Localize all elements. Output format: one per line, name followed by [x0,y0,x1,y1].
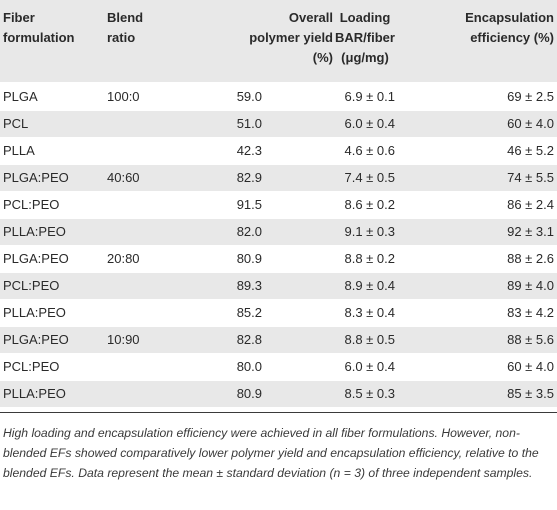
cell-encapsulation-efficiency: 89 ± 4.0 [507,278,554,293]
cell-fiber-formulation: PLGA [3,89,38,104]
header-overall-polymer-yield: Overall polymer yield (%) [249,10,333,65]
cell-polymer-yield: 91.5 [236,197,262,212]
cell-fiber-formulation: PLGA:PEO [3,170,69,185]
table-bottom-rule [0,412,557,413]
cell-fiber-formulation: PLGA:PEO [3,251,69,266]
cell-fiber-formulation: PLLA [3,143,35,158]
cell-encapsulation-efficiency: 83 ± 4.2 [507,305,554,320]
cell-polymer-yield: 51.0 [236,116,262,131]
cell-blend-ratio: 100:0 [107,89,140,104]
cell-encapsulation-efficiency: 92 ± 3.1 [507,224,554,239]
cell-encapsulation-efficiency: 86 ± 2.4 [507,197,554,212]
cell-polymer-yield: 85.2 [236,305,262,320]
cell-polymer-yield: 59.0 [236,89,262,104]
cell-loading: 6.9 ± 0.1 [344,89,395,104]
table-row: PCL 51.0 6.0 ± 0.4 60 ± 4.0 [0,111,557,137]
cell-loading: 8.8 ± 0.2 [344,251,395,266]
cell-loading: 9.1 ± 0.3 [344,224,395,239]
table-row: PLGA:PEO 20:80 80.9 8.8 ± 0.2 88 ± 2.6 [0,246,557,272]
cell-encapsulation-efficiency: 85 ± 3.5 [507,386,554,401]
cell-encapsulation-efficiency: 88 ± 5.6 [507,332,554,347]
table-row: PLGA 100:0 59.0 6.9 ± 0.1 69 ± 2.5 [0,84,557,110]
cell-encapsulation-efficiency: 46 ± 5.2 [507,143,554,158]
cell-polymer-yield: 80.0 [236,359,262,374]
table-row: PLLA:PEO 80.9 8.5 ± 0.3 85 ± 3.5 [0,381,557,407]
cell-polymer-yield: 80.9 [236,251,262,266]
table-row: PLGA:PEO 10:90 82.8 8.8 ± 0.5 88 ± 5.6 [0,327,557,353]
table-row: PLLA:PEO 82.0 9.1 ± 0.3 92 ± 3.1 [0,219,557,245]
cell-fiber-formulation: PLGA:PEO [3,332,69,347]
cell-fiber-formulation: PLLA:PEO [3,224,66,239]
cell-blend-ratio: 40:60 [107,170,140,185]
cell-encapsulation-efficiency: 60 ± 4.0 [507,359,554,374]
header-encapsulation-efficiency: Encapsulation efficiency (%) [465,10,554,45]
cell-fiber-formulation: PCL:PEO [3,278,60,293]
cell-polymer-yield: 82.0 [236,224,262,239]
cell-fiber-formulation: PCL [3,116,29,131]
cell-blend-ratio: 20:80 [107,251,140,266]
cell-loading: 4.6 ± 0.6 [344,143,395,158]
table-row: PCL:PEO 89.3 8.9 ± 0.4 89 ± 4.0 [0,273,557,299]
cell-polymer-yield: 82.8 [236,332,262,347]
cell-fiber-formulation: PLLA:PEO [3,386,66,401]
cell-loading: 8.3 ± 0.4 [344,305,395,320]
header-loading-bar-fiber: Loading BAR/fiber (μg/mg) [335,10,395,65]
cell-encapsulation-efficiency: 69 ± 2.5 [507,89,554,104]
header-fiber-formulation: Fiber formulation [3,10,75,45]
table-row: PLGA:PEO 40:60 82.9 7.4 ± 0.5 74 ± 5.5 [0,165,557,191]
cell-polymer-yield: 89.3 [236,278,262,293]
header-blend-ratio: Blend ratio [107,10,144,45]
cell-loading: 8.8 ± 0.5 [344,332,395,347]
cell-fiber-formulation: PLLA:PEO [3,305,66,320]
cell-polymer-yield: 42.3 [236,143,262,158]
cell-loading: 8.6 ± 0.2 [344,197,395,212]
table-row: PCL:PEO 91.5 8.6 ± 0.2 86 ± 2.4 [0,192,557,218]
cell-polymer-yield: 82.9 [236,170,262,185]
cell-loading: 8.5 ± 0.3 [344,386,395,401]
table-row: PCL:PEO 80.0 6.0 ± 0.4 60 ± 4.0 [0,354,557,380]
table-header: Fiber formulation Blend ratio Overall po… [0,0,557,82]
cell-loading: 8.9 ± 0.4 [344,278,395,293]
cell-encapsulation-efficiency: 88 ± 2.6 [507,251,554,266]
cell-fiber-formulation: PCL:PEO [3,359,60,374]
cell-polymer-yield: 80.9 [236,386,262,401]
cell-loading: 6.0 ± 0.4 [344,116,395,131]
table-row: PLLA:PEO 85.2 8.3 ± 0.4 83 ± 4.2 [0,300,557,326]
cell-fiber-formulation: PCL:PEO [3,197,60,212]
cell-blend-ratio: 10:90 [107,332,140,347]
cell-loading: 7.4 ± 0.5 [344,170,395,185]
cell-loading: 6.0 ± 0.4 [344,359,395,374]
table-footnote: High loading and encapsulation efficienc… [3,426,539,480]
cell-encapsulation-efficiency: 60 ± 4.0 [507,116,554,131]
table-row: PLLA 42.3 4.6 ± 0.6 46 ± 5.2 [0,138,557,164]
cell-encapsulation-efficiency: 74 ± 5.5 [507,170,554,185]
